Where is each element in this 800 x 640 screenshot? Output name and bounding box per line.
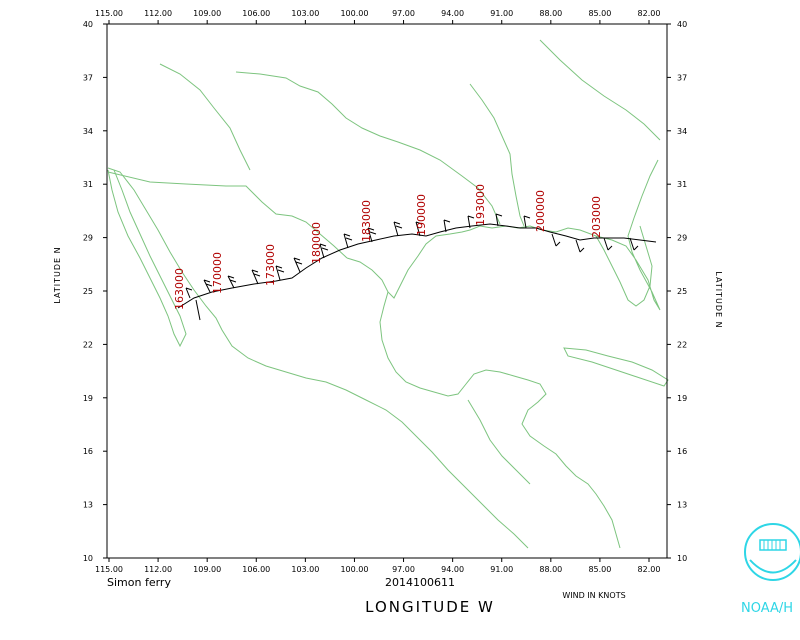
lon-tick-label-bottom: 103.00 [291, 565, 319, 574]
lat-tick-label-left: 22 [83, 340, 93, 349]
lon-tick-label-bottom: 109.00 [193, 565, 221, 574]
track-time-label: 200000 [534, 190, 547, 232]
track-time-label: 203000 [590, 196, 603, 238]
track-time-label: 180000 [310, 222, 323, 264]
lon-tick-label-bottom: 82.00 [638, 565, 661, 574]
lat-tick-label-right: 34 [677, 127, 687, 136]
lon-tick-label-bottom: 112.00 [144, 565, 172, 574]
lat-tick-label-right: 37 [677, 73, 687, 82]
track-time-label: 193000 [474, 184, 487, 226]
lon-tick-label-top: 97.00 [392, 9, 415, 18]
lat-tick-label-right: 10 [677, 554, 687, 563]
x-axis-label: LONGITUDE W [365, 598, 495, 616]
noaa-logo-icon [744, 523, 800, 581]
lat-tick-label-left: 16 [83, 447, 93, 456]
lat-tick-label-right: 19 [677, 394, 687, 403]
lat-ticks-left: 40 37 34 31 29 25 22 19 16 13 10 [83, 20, 107, 563]
lon-tick-label-top: 85.00 [588, 9, 611, 18]
track-time-label: 163000 [173, 268, 186, 310]
lon-tick-label-bottom: 85.00 [588, 565, 611, 574]
footer-right-label: WIND IN KNOTS [562, 591, 625, 600]
track-time-label: 173000 [264, 244, 277, 286]
lon-ticks-bottom: 115.00 112.00 109.00 106.00 103.00 100.00 97.0… [95, 558, 660, 574]
y-axis-label-left: LATITUDE N [53, 246, 62, 303]
lon-tick-label-bottom: 97.00 [392, 565, 415, 574]
noaa-logo-text: NOAA/H [741, 601, 793, 616]
lon-tick-label-bottom: 91.00 [490, 565, 513, 574]
y-axis-label-right: LATITUDE N [714, 271, 723, 328]
lon-tick-label-top: 112.00 [144, 9, 172, 18]
storm-track [177, 213, 657, 321]
lat-tick-label-left: 10 [83, 554, 93, 563]
lon-tick-label-bottom: 100.00 [340, 565, 368, 574]
lon-tick-label-bottom: 115.00 [95, 565, 123, 574]
footer-left-label: Simon ferry [107, 576, 171, 589]
track-time-label: 190000 [415, 194, 428, 236]
lat-tick-label-left: 13 [83, 501, 93, 510]
lat-tick-label-left: 29 [83, 234, 93, 243]
lat-tick-label-right: 31 [677, 180, 687, 189]
lon-tick-label-top: 91.00 [490, 9, 513, 18]
lon-tick-label-top: 94.00 [441, 9, 464, 18]
lat-tick-label-right: 25 [677, 287, 687, 296]
track-time-label: 170000 [211, 252, 224, 294]
lat-tick-label-right: 13 [677, 501, 687, 510]
lat-tick-label-left: 37 [83, 73, 93, 82]
lon-ticks-top: 115.00 112.00 109.00 106.00 103.00 100.00 97.0… [95, 9, 660, 24]
lat-tick-label-left: 19 [83, 394, 93, 403]
lat-tick-label-right: 16 [677, 447, 687, 456]
track-time-label: 183000 [360, 200, 373, 242]
coastlines [107, 39, 669, 549]
lat-tick-label-left: 31 [83, 180, 93, 189]
lon-tick-label-top: 115.00 [95, 9, 123, 18]
footer-center-label: 2014100611 [385, 576, 455, 589]
lat-ticks-right: 40 37 34 31 29 25 22 19 16 13 10 [667, 20, 687, 563]
lon-tick-label-top: 88.00 [539, 9, 562, 18]
lat-tick-label-right: 29 [677, 234, 687, 243]
lon-tick-label-bottom: 88.00 [539, 565, 562, 574]
track-time-labels: 163000 170000 173000 180000 183000 190000 1930… [173, 184, 603, 310]
lon-tick-label-top: 106.00 [242, 9, 270, 18]
lon-tick-label-bottom: 94.00 [441, 565, 464, 574]
lon-tick-label-top: 103.00 [291, 9, 319, 18]
lon-tick-label-top: 82.00 [638, 9, 661, 18]
lat-tick-label-left: 25 [83, 287, 93, 296]
lat-tick-label-right: 40 [677, 20, 687, 29]
lon-tick-label-bottom: 106.00 [242, 565, 270, 574]
lon-tick-label-top: 109.00 [193, 9, 221, 18]
lat-tick-label-right: 22 [677, 340, 687, 349]
lat-tick-label-left: 34 [83, 127, 93, 136]
lon-tick-label-top: 100.00 [340, 9, 368, 18]
lat-tick-label-left: 40 [83, 20, 93, 29]
